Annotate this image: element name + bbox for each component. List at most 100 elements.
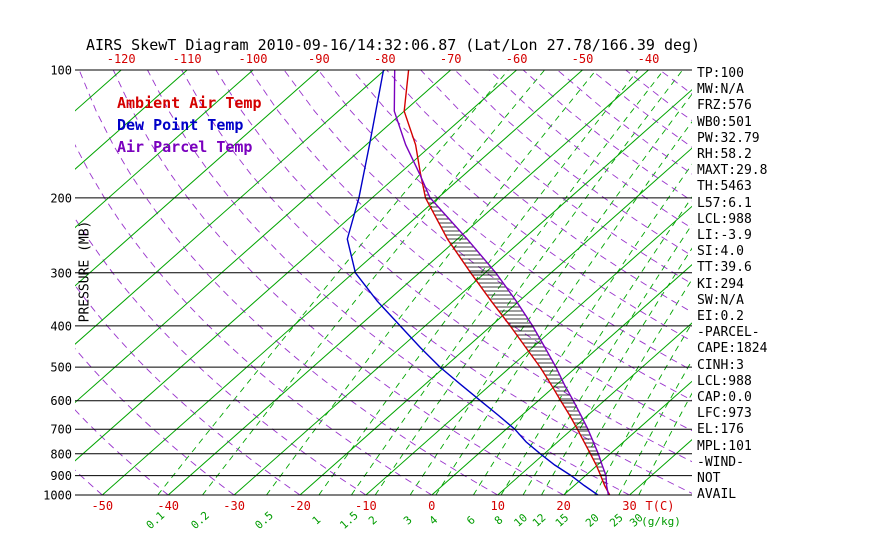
isotherm-line xyxy=(101,70,583,495)
ambient-temp-curve xyxy=(403,70,611,495)
mixing-ratio-tick-label: 12 xyxy=(530,511,549,530)
mixing-ratio-unit-label: (g/kg) xyxy=(641,515,681,528)
stats-line: RH:58.2 xyxy=(697,147,752,163)
mixing-ratio-line xyxy=(435,121,692,495)
stats-line: LCL:988 xyxy=(697,211,752,227)
top-temp-tick-label: -100 xyxy=(239,52,268,66)
bottom-temp-tick-label: -40 xyxy=(157,499,179,513)
mixing-ratio-tick-label: 3 xyxy=(401,513,415,527)
chart-title: AIRS SkewT Diagram 2010-09-16/14:32:06.8… xyxy=(86,36,701,54)
mixing-ratio-line xyxy=(564,278,692,495)
stats-line: FRZ:576 xyxy=(697,98,752,114)
dry-adiabat-line xyxy=(75,347,235,495)
mixing-ratio-line xyxy=(266,70,597,495)
mixing-ratio-tick-label: 20 xyxy=(583,511,602,530)
isotherm-line xyxy=(299,147,692,495)
mixing-ratio-line xyxy=(351,70,665,495)
stats-line: CAPE:1824 xyxy=(697,341,768,357)
top-temp-tick-label: -60 xyxy=(506,52,528,66)
mixing-ratio-line xyxy=(500,196,692,495)
mixing-ratio-tick-label: 0.5 xyxy=(252,509,275,532)
pressure-tick-label: 100 xyxy=(50,64,72,78)
top-temp-tick-label: -80 xyxy=(374,52,396,66)
pressure-axis-label: PRESSURE (MB) xyxy=(77,220,93,323)
stats-line: -WIND- xyxy=(697,454,744,470)
stats-line: CINH:3 xyxy=(697,357,744,373)
stats-line: MPL:101 xyxy=(697,438,752,454)
legend: Ambient Air Temp Dew Point Temp Air Parcel… xyxy=(117,94,262,160)
mixing-ratio-tick-label: 0.2 xyxy=(188,509,211,532)
mixing-ratio-tick-label: 1 xyxy=(310,513,324,527)
top-temp-tick-label: -50 xyxy=(572,52,594,66)
dry-adiabat-line xyxy=(181,70,692,494)
bottom-temp-tick-label: 0 xyxy=(428,499,435,513)
pressure-tick-label: 200 xyxy=(50,191,72,205)
pressure-tick-label: 700 xyxy=(50,423,72,437)
legend-item-3: Air Parcel Temp xyxy=(117,138,253,156)
stats-line: EI:0.2 xyxy=(697,309,744,325)
dry-adiabat-line xyxy=(75,217,367,495)
legend-item-2: Dew Point Temp xyxy=(117,116,244,134)
isotherm-line xyxy=(233,89,692,495)
isotherm-line xyxy=(75,70,517,462)
pressure-tick-label: 900 xyxy=(50,469,72,483)
mixing-ratio-tick-label: 8 xyxy=(492,513,506,527)
bottom-temp-tick-label: -30 xyxy=(223,499,245,513)
top-temp-tick-label: -90 xyxy=(308,52,330,66)
mixing-ratio-line xyxy=(541,247,692,495)
bottom-temp-tick-label: -10 xyxy=(355,499,377,513)
bottom-temp-tick-label: -50 xyxy=(91,499,113,513)
stats-line: -PARCEL- xyxy=(697,325,760,341)
bottom-temp-tick-label: -20 xyxy=(289,499,311,513)
top-temp-tick-label: -120 xyxy=(107,52,136,66)
dry-adiabat-line xyxy=(215,70,692,463)
mixing-ratio-tick-label: 6 xyxy=(464,513,478,527)
stats-line: NOT xyxy=(697,471,721,487)
dry-adiabat-line xyxy=(147,70,630,495)
isotherm-line xyxy=(563,380,692,495)
isotherm-line xyxy=(167,70,649,495)
isotherm-line xyxy=(497,322,692,495)
isotherm-line xyxy=(75,70,254,229)
mixing-ratio-line xyxy=(374,70,683,495)
pressure-tick-label: 400 xyxy=(50,319,72,333)
pressure-tick-label: 500 xyxy=(50,361,72,375)
temp-unit-label: T(C) xyxy=(646,499,675,513)
stats-line: KI:294 xyxy=(697,276,744,292)
dry-adiabat-line xyxy=(0,70,36,495)
stats-line: SW:N/A xyxy=(697,292,744,308)
bottom-temp-tick-label: 20 xyxy=(556,499,570,513)
isotherm-line xyxy=(75,70,188,170)
stats-line: CAP:0.0 xyxy=(697,390,752,406)
stats-line: TH:5463 xyxy=(697,179,752,195)
stats-line: MAXT:29.8 xyxy=(697,163,768,179)
dry-adiabat-line xyxy=(352,70,692,342)
isotherm-line xyxy=(75,70,320,287)
stats-line: AVAIL xyxy=(697,487,737,503)
dry-adiabat-line xyxy=(75,143,433,495)
dry-adiabat-line xyxy=(112,70,564,495)
pressure-tick-label: 1000 xyxy=(43,489,72,503)
pressure-tick-label: 600 xyxy=(50,394,72,408)
isotherm-line xyxy=(75,70,386,345)
bottom-temp-tick-label: 10 xyxy=(490,499,504,513)
bottom-temp-tick-label: 30 xyxy=(622,499,636,513)
mixing-ratio-line xyxy=(594,322,692,495)
mixing-ratio-tick-label: 25 xyxy=(607,511,626,530)
mixing-ratio-line xyxy=(409,93,692,495)
stats-line: L57:6.1 xyxy=(697,195,752,211)
stats-line: LFC:973 xyxy=(697,406,752,422)
dry-adiabat-line xyxy=(283,70,692,401)
stats-line: TP:100 xyxy=(697,66,744,81)
dry-adiabat-line xyxy=(488,70,692,229)
isotherm-line xyxy=(431,264,692,495)
top-temp-tick-label: -70 xyxy=(440,52,462,66)
mixing-ratio-tick-label: 10 xyxy=(511,511,530,530)
dry-adiabat-line xyxy=(78,70,498,495)
plot-area xyxy=(0,70,692,495)
stats-line: TT:39.6 xyxy=(697,260,752,276)
dry-adiabat-line xyxy=(386,70,692,313)
mixing-ratio-tick-label: 2 xyxy=(366,513,380,527)
top-temp-tick-label: -40 xyxy=(638,52,660,66)
